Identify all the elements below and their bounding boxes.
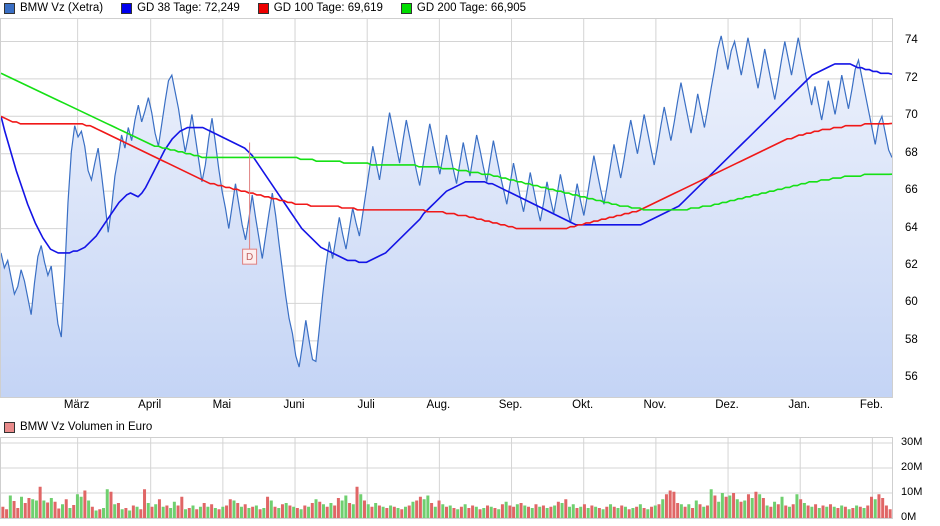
legend-ma38[interactable]: GD 38 Tage: 72,249 bbox=[121, 2, 240, 14]
price-x-tick: März bbox=[63, 399, 90, 411]
price-x-tick: Mai bbox=[212, 399, 232, 411]
legend-ma100[interactable]: GD 100 Tage: 69,619 bbox=[257, 2, 383, 14]
volume-legend-label: BMW Vz Volumen in Euro bbox=[20, 421, 153, 433]
legend-ma100-label: GD 100 Tage: 69,619 bbox=[273, 2, 383, 14]
legend-ma38-label: GD 38 Tage: 72,249 bbox=[137, 2, 240, 14]
price-x-tick: Nov. bbox=[643, 399, 667, 411]
legend-ma100-swatch-icon bbox=[257, 3, 269, 14]
legend-price-swatch-icon bbox=[4, 3, 15, 14]
price-x-tick: Juni bbox=[283, 399, 305, 411]
price-chart-panel[interactable]: D bbox=[0, 18, 893, 398]
price-plot: D bbox=[1, 19, 892, 397]
legend-ma200-label: GD 200 Tage: 66,905 bbox=[416, 2, 527, 14]
price-y-tick: 62 bbox=[905, 259, 918, 271]
volume-y-tick: 20M bbox=[901, 461, 923, 473]
volume-y-tick: 30M bbox=[901, 436, 923, 448]
price-y-tick: 70 bbox=[905, 109, 918, 122]
volume-y-axis: 30M 20M 10M 0M bbox=[895, 436, 940, 523]
price-y-tick: 72 bbox=[905, 71, 918, 84]
price-x-tick: Juli bbox=[357, 399, 375, 411]
price-x-tick: Feb. bbox=[859, 399, 883, 411]
price-y-tick: 68 bbox=[905, 146, 918, 159]
price-y-axis: 74 72 70 68 66 64 62 60 58 56 bbox=[895, 18, 940, 398]
price-x-tick: Sep. bbox=[498, 399, 523, 411]
volume-legend: BMW Vz Volumen in Euro bbox=[4, 421, 153, 433]
legend-ma38-swatch-icon bbox=[121, 3, 133, 14]
volume-swatch-icon bbox=[4, 422, 15, 433]
price-y-tick: 56 bbox=[905, 371, 918, 384]
volume-chart-panel[interactable] bbox=[0, 437, 893, 519]
price-y-tick: 58 bbox=[905, 333, 918, 346]
legend-ma200-swatch-icon bbox=[400, 3, 412, 14]
legend-price-label: BMW Vz (Xetra) bbox=[20, 2, 104, 14]
price-y-tick: 60 bbox=[905, 296, 918, 309]
price-x-tick: Aug. bbox=[426, 399, 451, 411]
price-y-tick: 74 bbox=[905, 34, 918, 47]
price-x-tick: April bbox=[138, 399, 162, 411]
volume-plot bbox=[1, 438, 892, 518]
legend-ma200[interactable]: GD 200 Tage: 66,905 bbox=[400, 2, 527, 14]
price-x-axis: März April Mai Juni Juli Aug. Sep. Okt. Nov. Dez.… bbox=[0, 399, 893, 419]
price-x-tick: Okt. bbox=[572, 399, 594, 411]
chart-legend: BMW Vz (Xetra) GD 38 Tage: 72,249 GD 100 T… bbox=[0, 0, 940, 17]
legend-price[interactable]: BMW Vz (Xetra) bbox=[4, 2, 104, 14]
price-y-tick: 66 bbox=[905, 184, 918, 197]
price-x-tick: Jan. bbox=[788, 399, 811, 411]
volume-y-tick: 10M bbox=[901, 486, 923, 498]
price-y-tick: 64 bbox=[905, 221, 918, 234]
volume-y-tick: 0M bbox=[901, 511, 917, 523]
dividend-marker-label: D bbox=[246, 252, 253, 263]
price-x-tick: Dez. bbox=[715, 399, 739, 411]
